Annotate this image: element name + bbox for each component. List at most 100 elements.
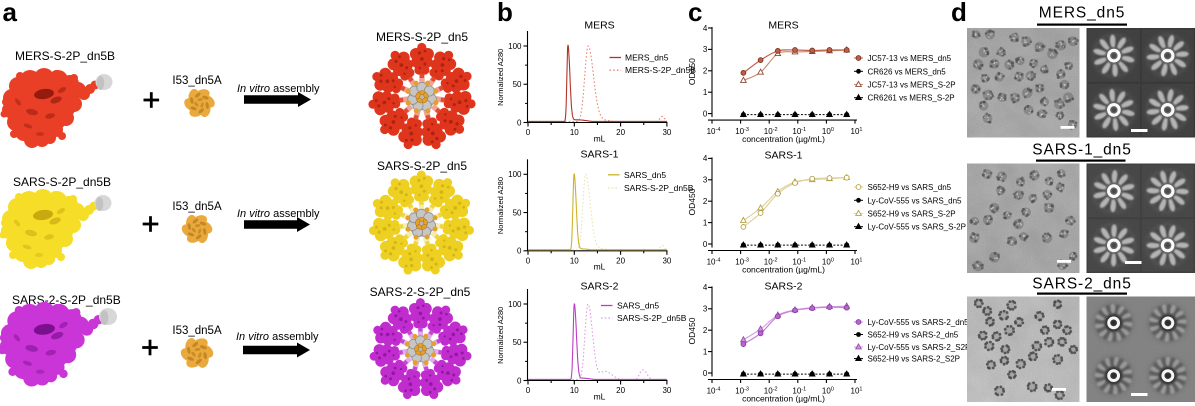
svg-text:1: 1 xyxy=(703,347,708,356)
svg-text:Ly-CoV-555 vs SARS_dn5: Ly-CoV-555 vs SARS_dn5 xyxy=(868,196,963,205)
svg-text:50: 50 xyxy=(513,80,522,89)
svg-text:Normalized A280: Normalized A280 xyxy=(496,307,505,364)
svg-text:Normalized A280: Normalized A280 xyxy=(496,49,505,106)
svg-text:In vitro assembly: In vitro assembly xyxy=(237,83,320,95)
svg-text:concentration (µg/mL): concentration (µg/mL) xyxy=(742,134,825,144)
svg-text:CR6261 vs MERS_S-2P: CR6261 vs MERS_S-2P xyxy=(868,94,955,103)
svg-text:mL: mL xyxy=(594,133,606,143)
svg-text:MERS_dn5: MERS_dn5 xyxy=(625,53,669,63)
svg-text:concentration (µg/mL): concentration (µg/mL) xyxy=(742,265,825,275)
svg-text:20: 20 xyxy=(616,128,625,137)
svg-text:SARS-S-2P_dn5B: SARS-S-2P_dn5B xyxy=(13,175,111,189)
svg-text:10: 10 xyxy=(570,128,579,137)
svg-text:Ly-CoV-555 vs SARS-2_S2P: Ly-CoV-555 vs SARS-2_S2P xyxy=(868,343,971,352)
svg-text:0: 0 xyxy=(703,240,708,249)
svg-text:0: 0 xyxy=(526,256,531,265)
svg-text:3: 3 xyxy=(703,176,708,185)
svg-text:100: 100 xyxy=(508,170,522,179)
svg-text:20: 20 xyxy=(616,386,625,395)
svg-text:4: 4 xyxy=(703,24,708,33)
svg-text:S652-H9 vs SARS-2_dn5: S652-H9 vs SARS-2_dn5 xyxy=(868,331,959,340)
svg-text:SARS-1: SARS-1 xyxy=(765,150,803,162)
svg-text:SARS_dn5: SARS_dn5 xyxy=(624,170,666,180)
svg-text:0: 0 xyxy=(517,376,522,385)
svg-text:0: 0 xyxy=(517,118,522,127)
svg-text:OD450: OD450 xyxy=(687,317,697,344)
svg-text:concentration (µg/mL): concentration (µg/mL) xyxy=(742,394,825,404)
svg-text:0: 0 xyxy=(526,386,531,395)
svg-text:20: 20 xyxy=(616,256,625,265)
svg-text:Ly-CoV-555 vs SARS_S-2P: Ly-CoV-555 vs SARS_S-2P xyxy=(868,223,966,232)
svg-text:10-1: 10-1 xyxy=(792,127,806,136)
svg-text:30: 30 xyxy=(662,256,671,265)
svg-text:10-3: 10-3 xyxy=(735,127,749,136)
svg-text:3: 3 xyxy=(703,305,708,314)
svg-text:SARS-2: SARS-2 xyxy=(765,281,803,293)
svg-text:10-3: 10-3 xyxy=(735,387,749,396)
svg-text:101: 101 xyxy=(851,258,863,267)
svg-text:100: 100 xyxy=(822,127,834,136)
svg-text:JC57-13 vs MERS_dn5: JC57-13 vs MERS_dn5 xyxy=(868,54,952,63)
svg-text:In vitro assembly: In vitro assembly xyxy=(236,331,319,343)
svg-text:2: 2 xyxy=(703,197,708,206)
svg-text:SARS-2: SARS-2 xyxy=(581,281,619,293)
svg-text:S652-H9 vs SARS_S-2P: S652-H9 vs SARS_S-2P xyxy=(868,210,956,219)
svg-text:1: 1 xyxy=(703,88,708,97)
svg-text:MERS_dn5: MERS_dn5 xyxy=(1039,5,1125,22)
svg-text:10-4: 10-4 xyxy=(707,127,721,136)
svg-text:MERS-S-2P_dn5: MERS-S-2P_dn5 xyxy=(376,30,468,44)
svg-text:I53_dn5A: I53_dn5A xyxy=(172,201,222,213)
svg-text:10-2: 10-2 xyxy=(764,387,778,396)
svg-text:101: 101 xyxy=(851,387,863,396)
svg-text:c: c xyxy=(688,0,702,27)
svg-text:SARS-S-2P_dn5B: SARS-S-2P_dn5B xyxy=(624,183,694,193)
svg-text:SARS-1_dn5: SARS-1_dn5 xyxy=(1032,142,1131,159)
svg-text:mL: mL xyxy=(594,262,606,272)
svg-text:Normalized A280: Normalized A280 xyxy=(496,177,505,234)
svg-text:MERS: MERS xyxy=(768,20,798,32)
svg-text:S652-H9 vs SARS-2_S2P: S652-H9 vs SARS-2_S2P xyxy=(868,355,961,364)
svg-text:Ly-CoV-555 vs SARS-2_dn5: Ly-CoV-555 vs SARS-2_dn5 xyxy=(868,318,970,327)
svg-text:30: 30 xyxy=(662,386,671,395)
svg-text:OD450: OD450 xyxy=(687,188,697,215)
svg-text:1: 1 xyxy=(703,218,708,227)
svg-text:MERS-S-2P_dn5B: MERS-S-2P_dn5B xyxy=(625,65,696,75)
svg-text:d: d xyxy=(951,0,967,27)
svg-text:100: 100 xyxy=(822,258,834,267)
svg-text:0: 0 xyxy=(703,109,708,118)
svg-text:I53_dn5A: I53_dn5A xyxy=(172,325,222,337)
svg-text:30: 30 xyxy=(662,128,671,137)
svg-text:SARS_dn5: SARS_dn5 xyxy=(617,301,659,311)
svg-text:MERS-S-2P_dn5B: MERS-S-2P_dn5B xyxy=(15,49,115,63)
svg-text:10: 10 xyxy=(570,256,579,265)
svg-text:OD450: OD450 xyxy=(687,58,697,85)
svg-text:100: 100 xyxy=(508,42,522,51)
svg-text:mL: mL xyxy=(594,391,606,401)
svg-text:10-1: 10-1 xyxy=(792,258,806,267)
svg-text:50: 50 xyxy=(513,208,522,217)
svg-text:a: a xyxy=(3,0,18,27)
svg-text:SARS-2_dn5: SARS-2_dn5 xyxy=(1032,276,1131,293)
svg-text:2: 2 xyxy=(703,67,708,76)
svg-text:10-3: 10-3 xyxy=(735,258,749,267)
svg-text:SARS-S-2P_dn5: SARS-S-2P_dn5 xyxy=(377,159,467,173)
svg-text:JC57-13 vs MERS_S-2P: JC57-13 vs MERS_S-2P xyxy=(868,81,956,90)
svg-text:10-1: 10-1 xyxy=(792,387,806,396)
svg-text:10-2: 10-2 xyxy=(764,258,778,267)
svg-text:101: 101 xyxy=(851,127,863,136)
svg-text:SARS-2-S-2P_dn5: SARS-2-S-2P_dn5 xyxy=(370,285,471,299)
svg-text:I53_dn5A: I53_dn5A xyxy=(172,75,222,87)
svg-text:In vitro assembly: In vitro assembly xyxy=(237,208,320,220)
svg-text:CR626 vs MERS_dn5: CR626 vs MERS_dn5 xyxy=(868,67,947,76)
svg-text:MERS: MERS xyxy=(584,20,614,32)
svg-text:SARS-S-2P_dn5B: SARS-S-2P_dn5B xyxy=(617,313,687,323)
svg-text:3: 3 xyxy=(703,45,708,54)
svg-text:4: 4 xyxy=(703,283,708,292)
svg-text:S652-H9 vs SARS_dn5: S652-H9 vs SARS_dn5 xyxy=(868,183,952,192)
svg-text:10: 10 xyxy=(570,386,579,395)
svg-text:4: 4 xyxy=(703,154,708,163)
svg-text:0: 0 xyxy=(517,247,522,256)
svg-text:0: 0 xyxy=(526,128,531,137)
svg-text:50: 50 xyxy=(513,338,522,347)
svg-text:b: b xyxy=(497,0,513,27)
